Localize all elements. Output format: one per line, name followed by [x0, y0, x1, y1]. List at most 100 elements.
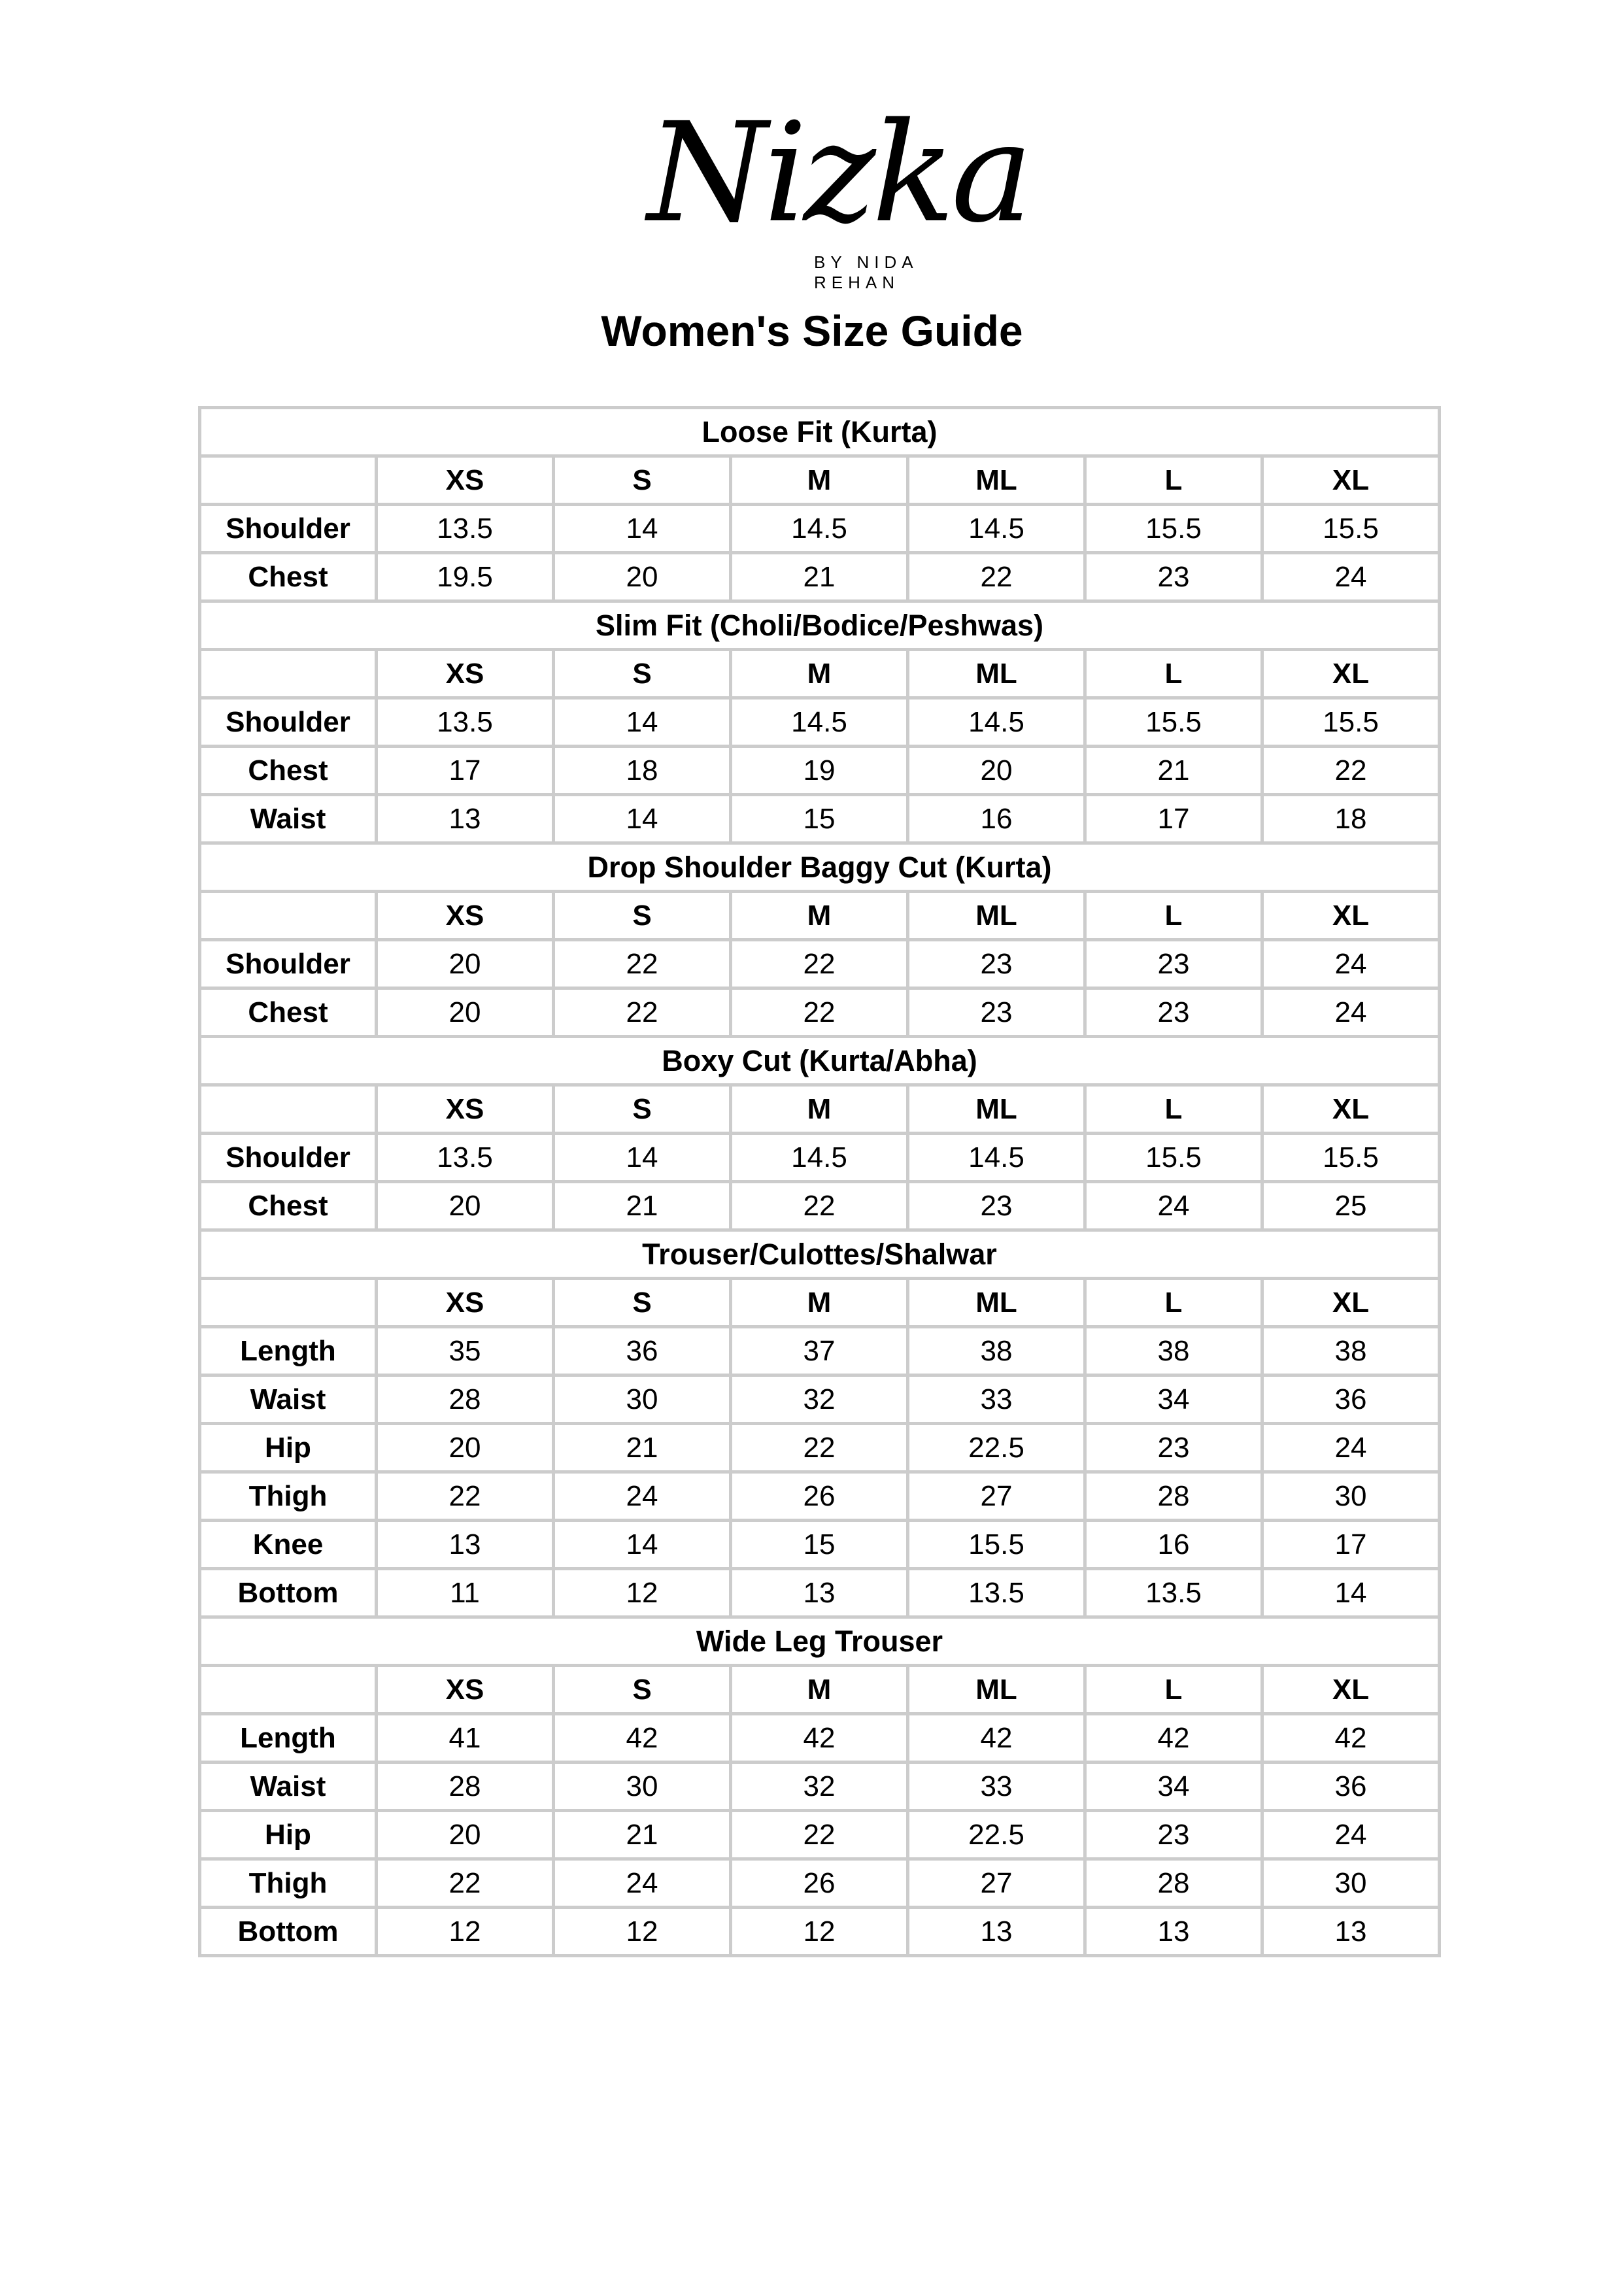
measurement-value: 42: [729, 1712, 909, 1764]
measurement-value: 14.5: [906, 1132, 1087, 1183]
measurement-value: 13.5: [375, 1132, 555, 1183]
measurement-value: 17: [1260, 1519, 1441, 1570]
measurement-value: 22: [552, 938, 732, 990]
measurement-value: 23: [1083, 1809, 1264, 1861]
empty-corner-cell: [198, 1664, 378, 1715]
measurement-label: Chest: [198, 1180, 378, 1232]
measurement-value: 22: [552, 987, 732, 1038]
measurement-value: 22: [729, 938, 909, 990]
measurement-value: 13: [1260, 1906, 1441, 1957]
measurement-value: 26: [729, 1857, 909, 1909]
table-row: Length 35 36 37 38 38 38: [198, 1325, 1441, 1377]
measurement-value: 20: [906, 745, 1087, 796]
measurement-value: 18: [1260, 793, 1441, 845]
measurement-value: 42: [906, 1712, 1087, 1764]
measurement-value: 24: [1260, 1809, 1441, 1861]
measurement-value: 16: [1083, 1519, 1264, 1570]
table-row: Chest 17 18 19 20 21 22: [198, 745, 1441, 796]
measurement-value: 38: [906, 1325, 1087, 1377]
section-header-row: Loose Fit (Kurta): [198, 406, 1441, 458]
measurement-value: 15.5: [1260, 503, 1441, 554]
measurement-value: 13: [375, 793, 555, 845]
measurement-value: 24: [1260, 987, 1441, 1038]
empty-corner-cell: [198, 1277, 378, 1328]
measurement-value: 12: [552, 1567, 732, 1619]
measurement-label: Hip: [198, 1422, 378, 1474]
measurement-value: 28: [375, 1761, 555, 1812]
measurement-value: 14.5: [729, 503, 909, 554]
page-title: Women's Size Guide: [601, 307, 1023, 355]
section-header-row: Slim Fit (Choli/Bodice/Peshwas): [198, 599, 1441, 651]
size-header-row: XS S M ML L XL: [198, 1277, 1441, 1328]
section-header-row: Drop Shoulder Baggy Cut (Kurta): [198, 841, 1441, 893]
table-row: Shoulder 13.5 14 14.5 14.5 15.5 15.5: [198, 503, 1441, 554]
measurement-value: 22: [729, 1809, 909, 1861]
section-header-row: Wide Leg Trouser: [198, 1615, 1441, 1667]
measurement-value: 15.5: [906, 1519, 1087, 1570]
measurement-value: 24: [1260, 551, 1441, 603]
table-row: Waist 28 30 32 33 34 36: [198, 1374, 1441, 1425]
measurement-value: 14: [552, 1132, 732, 1183]
size-header: M: [729, 1277, 909, 1328]
measurement-value: 23: [906, 1180, 1087, 1232]
section-title: Wide Leg Trouser: [198, 1615, 1441, 1667]
table-row: Chest 19.5 20 21 22 23 24: [198, 551, 1441, 603]
size-header: ML: [906, 648, 1087, 700]
measurement-value: 22.5: [906, 1809, 1087, 1861]
size-header: ML: [906, 890, 1087, 941]
section-header-row: Trouser/Culottes/Shalwar: [198, 1228, 1441, 1280]
measurement-label: Bottom: [198, 1906, 378, 1957]
table-row: Knee 13 14 15 15.5 16 17: [198, 1519, 1441, 1570]
measurement-value: 17: [1083, 793, 1264, 845]
size-header: XL: [1260, 454, 1441, 506]
logo-tagline: BY NIDA REHAN: [814, 252, 918, 292]
measurement-value: 27: [906, 1857, 1087, 1909]
measurement-value: 13.5: [1083, 1567, 1264, 1619]
empty-corner-cell: [198, 890, 378, 941]
size-header: XL: [1260, 1277, 1441, 1328]
size-header: XS: [375, 890, 555, 941]
size-header-row: XS S M ML L XL: [198, 1083, 1441, 1135]
measurement-value: 13: [906, 1906, 1087, 1957]
measurement-value: 34: [1083, 1374, 1264, 1425]
measurement-value: 14: [552, 1519, 732, 1570]
measurement-value: 27: [906, 1470, 1087, 1522]
table-row: Shoulder 13.5 14 14.5 14.5 15.5 15.5: [198, 696, 1441, 748]
measurement-label: Shoulder: [198, 503, 378, 554]
measurement-label: Length: [198, 1325, 378, 1377]
measurement-value: 28: [375, 1374, 555, 1425]
measurement-value: 42: [1083, 1712, 1264, 1764]
measurement-value: 22: [375, 1857, 555, 1909]
measurement-value: 28: [1083, 1857, 1264, 1909]
measurement-label: Shoulder: [198, 938, 378, 990]
measurement-value: 15: [729, 793, 909, 845]
measurement-label: Bottom: [198, 1567, 378, 1619]
size-header: M: [729, 648, 909, 700]
size-header-row: XS S M ML L XL: [198, 890, 1441, 941]
measurement-value: 14: [552, 793, 732, 845]
table-row: Bottom 11 12 13 13.5 13.5 14: [198, 1567, 1441, 1619]
section-header-row: Boxy Cut (Kurta/Abha): [198, 1035, 1441, 1087]
measurement-value: 37: [729, 1325, 909, 1377]
measurement-label: Thigh: [198, 1470, 378, 1522]
measurement-value: 20: [375, 987, 555, 1038]
size-header: S: [552, 1664, 732, 1715]
measurement-label: Waist: [198, 793, 378, 845]
measurement-value: 12: [375, 1906, 555, 1957]
measurement-value: 25: [1260, 1180, 1441, 1232]
measurement-label: Waist: [198, 1374, 378, 1425]
measurement-value: 22.5: [906, 1422, 1087, 1474]
measurement-value: 13.5: [375, 696, 555, 748]
size-header: XL: [1260, 1664, 1441, 1715]
measurement-value: 20: [375, 1809, 555, 1861]
measurement-value: 21: [552, 1180, 732, 1232]
section-title: Loose Fit (Kurta): [198, 406, 1441, 458]
measurement-value: 18: [552, 745, 732, 796]
size-header: L: [1083, 1083, 1264, 1135]
measurement-value: 38: [1083, 1325, 1264, 1377]
size-header: L: [1083, 648, 1264, 700]
measurement-value: 30: [1260, 1470, 1441, 1522]
measurement-value: 30: [552, 1374, 732, 1425]
measurement-label: Thigh: [198, 1857, 378, 1909]
measurement-label: Waist: [198, 1761, 378, 1812]
